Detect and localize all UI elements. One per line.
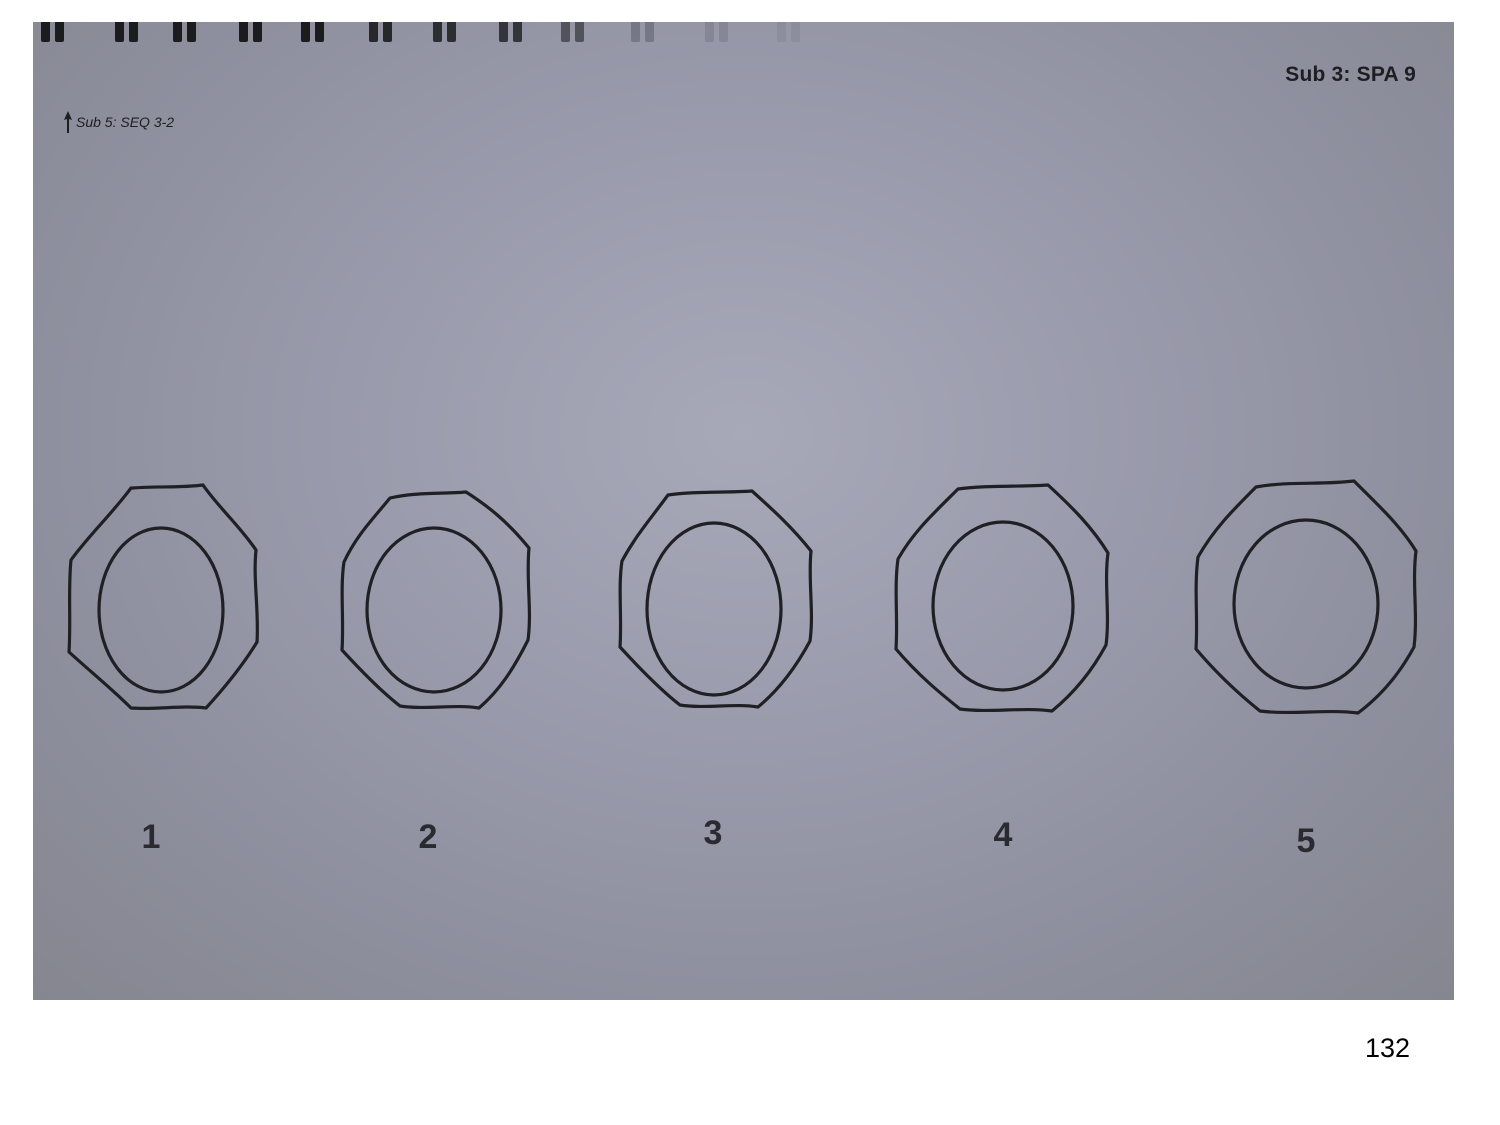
figure-1 (67, 483, 259, 711)
binding-ring (575, 22, 584, 42)
binding-ring (383, 22, 392, 42)
figure-row (67, 479, 1418, 715)
binding-ring (719, 22, 728, 42)
page-photo: Sub 3: SPA 9 Sub 5: SEQ 3-2 (33, 22, 1454, 1000)
binding-ring (447, 22, 456, 42)
binding-ring (561, 22, 570, 42)
section-label-left: Sub 5: SEQ 3-2 (63, 111, 174, 133)
outer-cog (894, 483, 1110, 713)
binding-ring (631, 22, 640, 42)
figure-5 (1194, 479, 1418, 715)
outer-cog (618, 489, 814, 709)
inner-circle (931, 520, 1075, 692)
spiral-binding (33, 22, 1454, 46)
arrow-up-icon (63, 111, 73, 133)
binding-ring (777, 22, 786, 42)
binding-ring (55, 22, 64, 42)
outer-cog (1194, 479, 1418, 715)
binding-ring (315, 22, 324, 42)
section-label-left-text: Sub 5: SEQ 3-2 (76, 114, 175, 130)
binding-ring (791, 22, 800, 42)
figure-2 (340, 490, 532, 710)
figure-number: 3 (703, 814, 723, 852)
binding-ring (115, 22, 124, 42)
binding-ring (173, 22, 182, 42)
outer-cog (340, 490, 532, 710)
inner-circle (645, 521, 783, 697)
binding-ring (645, 22, 654, 42)
figure-number: 2 (418, 818, 438, 856)
binding-ring (369, 22, 378, 42)
binding-ring (433, 22, 442, 42)
binding-ring (187, 22, 196, 42)
figure-4 (894, 483, 1110, 713)
binding-ring (41, 22, 50, 42)
binding-ring (253, 22, 262, 42)
section-label-right: Sub 3: SPA 9 (1285, 63, 1416, 86)
outer-cog (67, 483, 259, 711)
binding-ring (129, 22, 138, 42)
figure-3 (618, 489, 814, 709)
figure-number: 5 (1296, 822, 1316, 860)
inner-circle (365, 526, 503, 694)
inner-circle (1232, 518, 1380, 690)
page-number: 132 (1364, 1033, 1410, 1063)
binding-ring (239, 22, 248, 42)
binding-ring (705, 22, 714, 42)
binding-ring (513, 22, 522, 42)
binding-ring (499, 22, 508, 42)
figure-number: 1 (141, 818, 161, 856)
figure-number: 4 (993, 816, 1013, 854)
inner-circle (97, 526, 225, 694)
binding-ring (301, 22, 310, 42)
